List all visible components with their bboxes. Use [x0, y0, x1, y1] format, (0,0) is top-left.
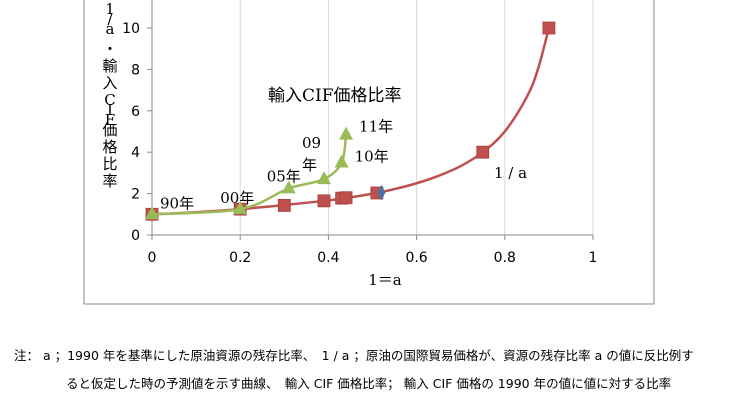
- y-axis-title-char: 価: [102, 121, 117, 139]
- year-label: 10年: [355, 148, 389, 166]
- chart-border: [83, 0, 655, 305]
- y-axis-title-char: F: [105, 111, 115, 129]
- y-tick-label: 6: [131, 104, 140, 120]
- y-axis-title-char: 輸: [102, 57, 117, 75]
- x-tick-label: 0.2: [229, 250, 251, 266]
- year-label: 00年: [220, 189, 254, 207]
- inverse-a-curve: [151, 27, 551, 216]
- y-axis-title-char: 比: [102, 155, 117, 173]
- grid: [239, 0, 594, 235]
- inverse-a-marker: [476, 145, 490, 159]
- extra-diamond-marker: [377, 184, 386, 201]
- y-tick-label: 10: [122, 21, 140, 37]
- inverse-a-marker: [277, 198, 291, 212]
- series-label-cif: 輸入CIF価格比率: [268, 86, 402, 106]
- year-label: 90年: [160, 194, 194, 212]
- inverse-a-marker: [317, 194, 331, 208]
- y-tick-label: 0: [131, 228, 140, 244]
- inverse-a-marker: [542, 21, 556, 35]
- y-axis-title-char: C: [104, 91, 115, 109]
- year-label: 05年: [267, 167, 301, 185]
- y-axis-title-char: ・: [102, 40, 117, 58]
- y-axis-title-char: a: [106, 20, 115, 38]
- x-tick-label: 0: [148, 250, 157, 266]
- y-axis-title-char: 1: [105, 0, 115, 18]
- y-axis-title-char: /: [107, 10, 113, 28]
- y-tick-label: 2: [131, 187, 140, 203]
- y-tick-label: 8: [131, 62, 140, 78]
- year-label: 11年: [359, 118, 393, 136]
- y-tick-label: 4: [131, 145, 140, 161]
- cif-ratio-marker: [334, 154, 349, 168]
- cif-ratio-marker: [233, 201, 248, 215]
- x-tick-label: 1: [589, 250, 598, 266]
- y-axis-title-char: 入: [102, 74, 117, 92]
- cif-ratio-marker: [281, 180, 296, 194]
- y-axis-title-char: 格: [102, 138, 117, 156]
- year-label: 09: [302, 134, 321, 152]
- cif-ratio-marker: [145, 206, 159, 220]
- cif-ratio-marker: [339, 126, 354, 140]
- x-axis-title: 1＝a: [368, 271, 402, 289]
- year-label: 年: [302, 156, 317, 174]
- note-line-2: ると仮定した時の予測値を示す曲線、 輸入 CIF 価格比率； 輸入 CIF 価格…: [66, 376, 672, 391]
- x-tick-label: 0.8: [494, 250, 516, 266]
- y-axis-title: 1/a ・輸入CIF価格比率: [102, 0, 117, 190]
- inverse-a-marker: [339, 191, 353, 205]
- x-tick-label: 0.6: [405, 250, 427, 266]
- y-axis-title-char: 率: [102, 172, 117, 190]
- cif-ratio-marker: [316, 171, 331, 185]
- series: [145, 21, 556, 221]
- axes: [147, 0, 594, 240]
- y-axis-title-char: I: [107, 101, 113, 119]
- x-tick-label: 0.4: [317, 250, 339, 266]
- note-line-1: 注： a ；1990 年を基準にした原油資源の残存比率、 1 / a ；原油の国…: [14, 348, 694, 363]
- curve-label-inverse-a: 1 / a: [494, 164, 527, 182]
